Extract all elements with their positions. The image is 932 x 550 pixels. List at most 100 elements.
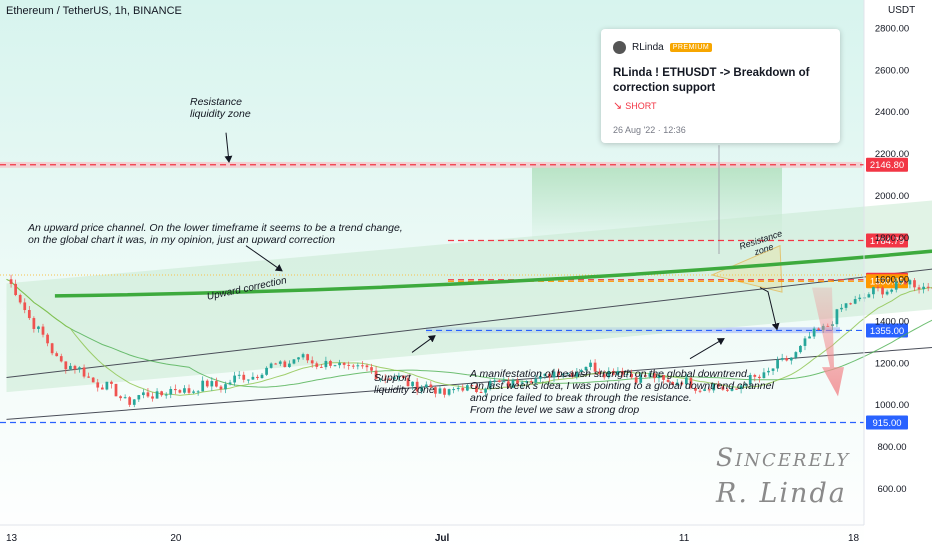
price-tick-label: 800.00 (877, 442, 906, 453)
candle-body (269, 363, 273, 368)
candle-body (374, 370, 378, 380)
candle-body (625, 373, 629, 375)
candle-body (602, 374, 606, 378)
candle-body (520, 382, 524, 384)
candle-body (187, 388, 191, 393)
candle-body (64, 361, 68, 370)
candle-body (835, 309, 839, 325)
candle-body (881, 287, 884, 295)
candle-body (589, 362, 592, 367)
price-tick-label: 1200.00 (875, 358, 909, 369)
price-tick-label: 1400.00 (875, 317, 909, 328)
candle-body (872, 287, 875, 295)
candle-body (894, 281, 898, 290)
candle-body (730, 388, 734, 391)
author-name[interactable]: RLinda (632, 42, 664, 53)
signature-line-2: R. Linda (716, 478, 847, 509)
bearish-note: A manifestation of bearish strength on t… (470, 368, 774, 416)
candle-body (575, 371, 579, 377)
candle-body (429, 384, 433, 388)
candle-body (37, 326, 40, 329)
candle-body (484, 388, 487, 393)
candle-body (648, 373, 652, 377)
moving-average-slow (6, 278, 932, 388)
time-tick-label: Jul (435, 533, 450, 544)
candle-body (776, 359, 779, 369)
arrow-down-right-icon: ↘ (613, 100, 623, 112)
candle-body (570, 372, 574, 377)
price-tick-label: 2600.00 (875, 65, 909, 76)
upward-channel-fill (6, 200, 932, 393)
candle-body (771, 368, 775, 371)
candle-body (233, 375, 237, 383)
candle-body (598, 371, 602, 375)
candle-body (903, 281, 907, 285)
candle-body (812, 328, 816, 337)
candle-body (716, 384, 720, 387)
candle-body (689, 377, 693, 388)
candle-body (698, 390, 702, 392)
candle-body (78, 367, 81, 370)
candle-body (808, 336, 811, 339)
resistance-zone-line-1: Resistance (190, 96, 242, 108)
channel-lower-line (6, 346, 932, 420)
candle-body (87, 376, 90, 378)
candle-body (762, 372, 766, 379)
candle-body (82, 367, 86, 377)
channel-note-pointer (245, 245, 283, 272)
price-level-tag-5 (866, 415, 908, 430)
support-zone-line-2: liquidity zone (374, 384, 435, 396)
candle-body (780, 358, 784, 360)
candle-body (128, 397, 132, 405)
candle-body (493, 380, 497, 382)
candle-body (639, 375, 643, 383)
candle-body (132, 399, 136, 405)
candle-body (799, 345, 802, 353)
candle-body (110, 381, 113, 384)
price-tick-label: 2000.00 (875, 191, 909, 202)
signature-line-1: Sincerely (716, 443, 851, 472)
candle-body (178, 390, 182, 393)
candle-body (840, 307, 843, 310)
idea-title[interactable]: RLinda ! ETHUSDT -> Breakdown of correct… (613, 67, 810, 94)
candle-body (424, 384, 428, 388)
candle-body (552, 371, 556, 378)
candle-body (475, 385, 478, 393)
time-tick-label: 18 (848, 533, 860, 544)
candle-body (890, 289, 894, 292)
candle-body (397, 375, 401, 378)
candle-body (561, 373, 565, 375)
candle-body (319, 366, 323, 368)
candle-body (922, 286, 925, 290)
resistance-zone-line-2: liquidity zone (190, 108, 251, 120)
faded-target-arrow (812, 287, 844, 397)
candle-body (114, 383, 118, 397)
candle-body (794, 352, 798, 358)
candle-body (196, 391, 200, 393)
idea-card[interactable]: RLinda PREMIUM RLinda ! ETHUSDT -> Break… (601, 29, 840, 143)
candle-body (146, 392, 150, 397)
candle-body (566, 372, 570, 374)
candle-body (479, 392, 483, 394)
support-zone-note: Support liquidity zone (374, 372, 435, 396)
price-tick-label: 1600.00 (875, 275, 909, 286)
green-up-arrow (54, 249, 932, 298)
candle-body (917, 287, 921, 290)
candle-body (347, 364, 351, 366)
candle-body (164, 394, 168, 396)
candle-body (351, 365, 355, 367)
price-level-label-0: 2146.80 (870, 160, 904, 171)
candle-body (753, 374, 757, 377)
candle-body (329, 360, 332, 366)
bearish-note-line-1: A manifestation of bearish strength on t… (470, 368, 750, 380)
candle-body (224, 384, 227, 390)
candle-body (438, 388, 442, 394)
resistance-zone-note: Resistance liquidity zone (190, 96, 251, 120)
price-level-tag-4 (866, 323, 908, 338)
candle-body (817, 328, 821, 330)
price-level-label-4: 1355.00 (870, 326, 904, 337)
candle-body (183, 388, 186, 393)
bearish-note-line-4: From the level we saw a strong drop (470, 404, 640, 416)
candle-body (543, 373, 547, 376)
